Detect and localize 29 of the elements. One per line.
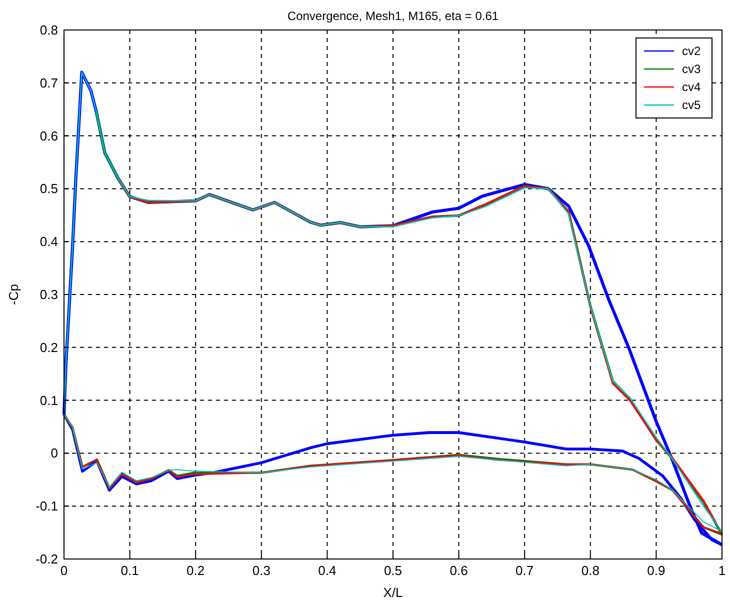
y-tick-label: 0.2 [40,340,58,355]
y-tick-label: 0.4 [40,234,58,250]
y-tick-label: -0.2 [36,552,58,566]
legend-label: cv5 [682,98,701,112]
y-axis-title: -Cp [6,284,21,305]
x-tick-label: 0.6 [450,563,468,578]
x-tick-label: 0.3 [252,563,270,578]
legend-label: cv2 [682,44,701,58]
y-tick-label: 0.5 [40,181,58,196]
x-tick-label: 0.5 [384,563,402,578]
y-tick-label: 0.1 [40,392,58,408]
x-tick-label: 0.9 [647,563,666,578]
x-tick-label: 0.1 [120,563,139,578]
y-tick-label: 0.6 [40,128,58,144]
x-axis-title: X/L [383,585,403,600]
x-tick-label: 0.4 [318,563,336,578]
y-tick-label: -0.1 [36,498,58,514]
x-tick-label: 0.7 [516,563,534,578]
y-tick-label: 0.7 [40,75,58,90]
y-tick-label: 0 [50,446,58,461]
x-tick-label: 0.2 [186,563,205,578]
x-tick-label: 0.8 [581,563,600,578]
x-tick-label: 1 [718,563,726,578]
chart-title: Convergence, Mesh1, M165, eta = 0.61 [287,9,499,23]
y-tick-label: 0.3 [40,287,58,302]
legend-label: cv4 [682,80,701,94]
y-tick-label: 0.8 [40,22,58,38]
legend-label: cv3 [682,62,701,76]
x-tick-label: 0 [60,563,68,578]
